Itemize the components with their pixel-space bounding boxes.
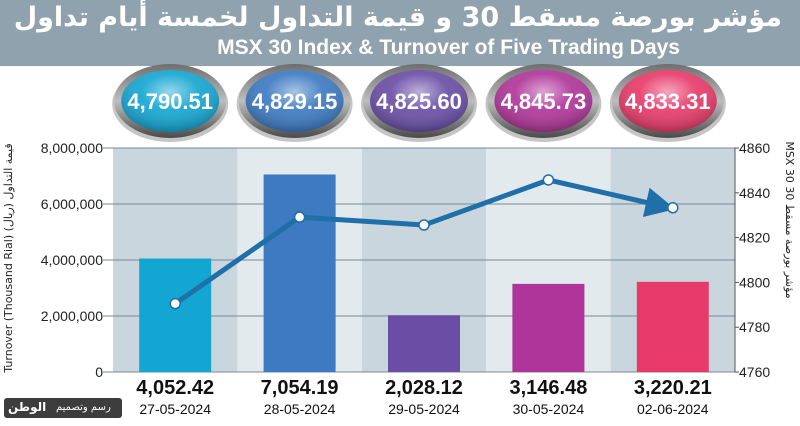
credit-logo-box xyxy=(4,398,122,418)
date-label: 02-06-2024 xyxy=(637,401,709,417)
index-point xyxy=(169,297,181,310)
title-banner xyxy=(0,0,800,66)
credit-logo: الوطن xyxy=(8,400,47,414)
date-label: 30-05-2024 xyxy=(513,401,585,417)
oval-gloss xyxy=(245,70,344,132)
index-point xyxy=(667,202,679,214)
turnover-value-label: 2,028.12 xyxy=(385,377,463,399)
bar xyxy=(139,258,212,372)
chart-title-arabic: مؤشر بورصة مسقط 30 و قيمة التداول لخمسة … xyxy=(13,2,782,33)
oval-gloss xyxy=(121,70,220,132)
index-value-label: 4,845.73 xyxy=(501,89,587,114)
right-tick-label: 4780 xyxy=(739,319,770,335)
turnover-value-label: 3,146.48 xyxy=(509,377,587,399)
right-tick-label: 4840 xyxy=(739,185,770,201)
left-tick-label: 0 xyxy=(95,364,103,380)
date-label: 27-05-2024 xyxy=(139,401,211,417)
index-point xyxy=(293,211,306,223)
date-label: 29-05-2024 xyxy=(388,401,460,417)
index-point xyxy=(542,174,555,186)
bar xyxy=(388,315,460,372)
index-point xyxy=(418,219,430,231)
right-tick-label: 4760 xyxy=(739,364,770,380)
credit-label: رسم وتصميم xyxy=(56,402,111,413)
left-tick-label: 2,000,000 xyxy=(41,308,103,324)
oval-gloss xyxy=(494,70,593,132)
oval-gloss xyxy=(618,70,717,132)
chart-title-english: MSX 30 Index & Turnover of Five Trading … xyxy=(217,36,680,59)
index-value-label: 4,825.60 xyxy=(376,89,462,114)
turnover-value-label: 7,054.19 xyxy=(261,377,339,399)
left-tick-label: 8,000,000 xyxy=(41,140,103,156)
index-line xyxy=(172,177,551,307)
bar xyxy=(263,174,336,372)
turnover-value-label: 4,052.42 xyxy=(136,377,214,399)
index-line-arrow xyxy=(545,177,676,218)
right-tick-label: 4800 xyxy=(739,274,770,290)
right-tick-label: 4820 xyxy=(739,230,770,246)
left-tick-label: 4,000,000 xyxy=(41,252,103,268)
y-axis-label-right: MSX 30 مؤشر بورصة مسقط 30 xyxy=(783,141,796,298)
oval-gloss xyxy=(370,70,468,132)
bar xyxy=(512,283,585,372)
index-value-label: 4,790.51 xyxy=(127,89,213,114)
date-label: 28-05-2024 xyxy=(264,401,336,417)
turnover-value-label: 3,220.21 xyxy=(634,377,712,399)
index-value-label: 4,833.31 xyxy=(625,89,711,114)
y-axis-label-left: Turnover (Thousand Rial) قيمة التداول (ر… xyxy=(2,143,15,373)
left-tick-label: 6,000,000 xyxy=(41,196,103,212)
index-value-label: 4,829.15 xyxy=(252,89,338,114)
bar xyxy=(636,281,709,372)
right-tick-label: 4860 xyxy=(739,140,770,156)
